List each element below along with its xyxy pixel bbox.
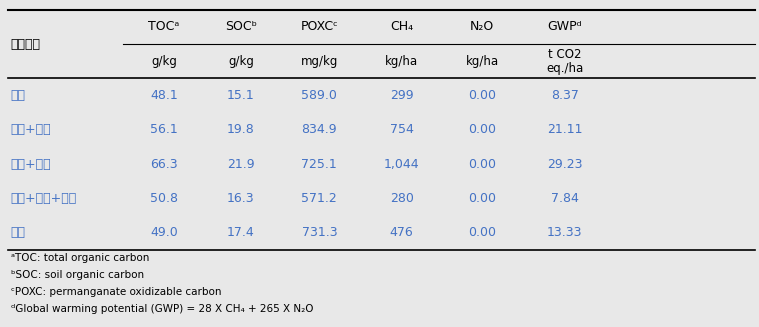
Text: 0.00: 0.00 [468, 227, 496, 239]
Text: CH₄: CH₄ [390, 21, 413, 33]
Text: 731.3: 731.3 [301, 227, 337, 239]
Text: g/kg: g/kg [228, 55, 254, 68]
Text: 16.3: 16.3 [227, 192, 255, 205]
Text: GWPᵈ: GWPᵈ [547, 21, 582, 33]
Text: 834.9: 834.9 [301, 124, 337, 136]
Text: mg/kg: mg/kg [301, 55, 338, 68]
Text: 8.37: 8.37 [550, 89, 578, 102]
Text: g/kg: g/kg [151, 55, 177, 68]
Text: 0.00: 0.00 [468, 192, 496, 205]
Text: ᵈGlobal warming potential (GWP) = 28 X CH₄ + 265 X N₂O: ᵈGlobal warming potential (GWP) = 28 X C… [11, 304, 313, 315]
Text: t CO2
eq./ha: t CO2 eq./ha [546, 47, 583, 75]
Text: 476: 476 [389, 227, 414, 239]
Text: 280: 280 [389, 192, 414, 205]
Text: 754: 754 [389, 124, 414, 136]
Text: 66.3: 66.3 [150, 158, 178, 171]
Text: 유기자재: 유기자재 [11, 38, 41, 51]
Text: kg/ha: kg/ha [385, 55, 418, 68]
Text: 관행: 관행 [11, 227, 26, 239]
Text: 15.1: 15.1 [227, 89, 255, 102]
Text: kg/ha: kg/ha [466, 55, 499, 68]
Text: 7.84: 7.84 [550, 192, 578, 205]
Text: 49.0: 49.0 [150, 227, 178, 239]
Text: ᵇSOC: soil organic carbon: ᵇSOC: soil organic carbon [11, 270, 143, 281]
Text: POXCᶜ: POXCᶜ [301, 21, 339, 33]
Text: 0.00: 0.00 [468, 89, 496, 102]
Text: 48.1: 48.1 [150, 89, 178, 102]
Text: 0.00: 0.00 [468, 158, 496, 171]
Text: 56.1: 56.1 [150, 124, 178, 136]
Text: 0.00: 0.00 [468, 124, 496, 136]
Text: TOCᵃ: TOCᵃ [148, 21, 179, 33]
Text: 1,044: 1,044 [384, 158, 420, 171]
Text: 우분+볼짚: 우분+볼짚 [11, 124, 52, 136]
Text: 13.33: 13.33 [546, 227, 582, 239]
Text: SOCᵇ: SOCᵇ [225, 21, 257, 33]
Text: ᵃTOC: total organic carbon: ᵃTOC: total organic carbon [11, 253, 149, 264]
Text: 21.9: 21.9 [227, 158, 255, 171]
Text: 우분+볼짚+녹비: 우분+볼짚+녹비 [11, 192, 77, 205]
Text: 19.8: 19.8 [227, 124, 255, 136]
Text: ᶜPOXC: permanganate oxidizable carbon: ᶜPOXC: permanganate oxidizable carbon [11, 287, 221, 298]
Text: 29.23: 29.23 [546, 158, 582, 171]
Text: N₂O: N₂O [471, 21, 494, 33]
Text: 우분+녹비: 우분+녹비 [11, 158, 52, 171]
Text: 571.2: 571.2 [301, 192, 337, 205]
Text: 우분: 우분 [11, 89, 26, 102]
Text: 299: 299 [390, 89, 414, 102]
Text: 589.0: 589.0 [301, 89, 337, 102]
Text: 50.8: 50.8 [150, 192, 178, 205]
Text: 17.4: 17.4 [227, 227, 255, 239]
Text: 725.1: 725.1 [301, 158, 337, 171]
Text: 21.11: 21.11 [546, 124, 582, 136]
